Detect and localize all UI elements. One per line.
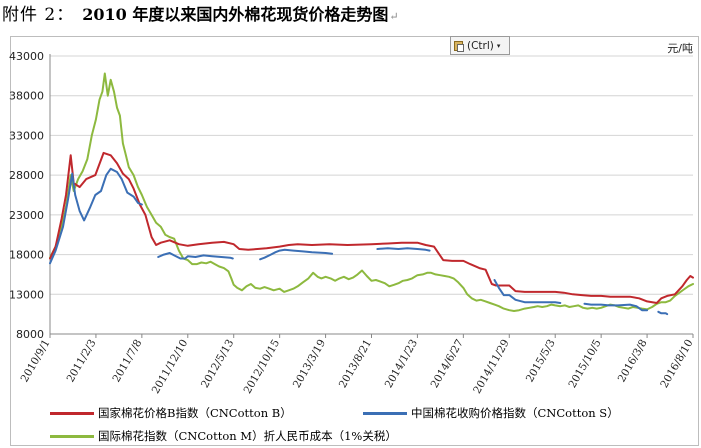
x-tick-label: 2015/10/5 xyxy=(566,338,603,391)
legend-swatch-cncotton-s xyxy=(363,411,407,415)
y-tick-label: 38000 xyxy=(9,90,44,103)
x-tick-label: 2011/12/10 xyxy=(150,338,191,396)
series-line-cncotton-s xyxy=(583,302,649,312)
x-tick-label: 2014/1/23 xyxy=(383,338,420,391)
series-line-cncotton-s xyxy=(657,310,669,316)
series-line-cncotton-s xyxy=(259,248,334,261)
series-line-cncotton-s xyxy=(493,279,562,304)
x-tick-label: 2016/3/8 xyxy=(616,338,650,385)
x-tick-label: 2012/5/13 xyxy=(199,338,236,391)
legend-swatch-cncotton-m xyxy=(50,434,94,438)
unit-label: 元/吨 xyxy=(667,42,693,55)
x-tick-label: 2014/6/27 xyxy=(429,338,466,391)
x-tick-label: 2013/8/21 xyxy=(337,338,374,391)
legend-label-cncotton-m: 国际棉花指数（CNCotton M）折人民币成本（1%关税） xyxy=(98,429,397,443)
document-title: 附件 2： 2010 年度以来国内外棉花现货价格走势图↵ xyxy=(2,2,399,28)
clipboard-icon xyxy=(453,39,465,52)
x-tick-label: 2011/7/8 xyxy=(110,338,144,385)
y-tick-label: 18000 xyxy=(9,249,44,262)
x-tick-label: 2011/2/3 xyxy=(65,338,99,385)
x-tick-label: 2016/8/10 xyxy=(658,338,695,391)
series-line-cncotton-b xyxy=(49,151,694,304)
x-tick-label: 2012/10/15 xyxy=(242,338,283,396)
attachment-label: 附件 2： xyxy=(2,5,75,25)
x-tick-label: 2014/11/29 xyxy=(471,338,512,396)
y-tick-label: 13000 xyxy=(9,288,44,301)
paste-options-label: (Ctrl) xyxy=(467,39,494,52)
x-tick-label: 2010/9/1 xyxy=(19,338,53,385)
legend-item-cncotton-b: 国家棉花价格B指数（CNCotton B） xyxy=(50,405,292,421)
y-tick-label: 23000 xyxy=(9,209,44,222)
series-line-cncotton-s xyxy=(376,247,431,252)
legend-item-cncotton-m: 国际棉花指数（CNCotton M）折人民币成本（1%关税） xyxy=(50,428,397,444)
y-tick-label: 28000 xyxy=(9,169,44,182)
series-line-cncotton-s xyxy=(157,252,234,260)
chart-frame xyxy=(10,36,699,446)
series-line-cncotton-m xyxy=(49,72,694,312)
x-tick-label: 2013/3/19 xyxy=(291,338,328,391)
y-tick-label: 33000 xyxy=(9,129,44,142)
series-line-cncotton-s xyxy=(49,167,143,265)
y-tick-label: 43000 xyxy=(9,50,44,63)
y-tick-label: 8000 xyxy=(16,328,44,341)
paste-options-button[interactable]: (Ctrl) ▾ xyxy=(450,36,510,55)
legend-label-cncotton-b: 国家棉花价格B指数（CNCotton B） xyxy=(98,406,292,420)
legend-swatch-cncotton-b xyxy=(50,411,94,415)
legend-label-cncotton-s: 中国棉花收购价格指数（CNCotton S） xyxy=(411,406,619,420)
chevron-down-icon: ▾ xyxy=(496,41,501,50)
chart-heading: 2010 年度以来国内外棉花现货价格走势图 xyxy=(82,5,389,24)
paragraph-mark-icon: ↵ xyxy=(389,10,399,23)
x-tick-label: 2015/5/3 xyxy=(524,338,558,385)
legend-item-cncotton-s: 中国棉花收购价格指数（CNCotton S） xyxy=(363,405,619,421)
